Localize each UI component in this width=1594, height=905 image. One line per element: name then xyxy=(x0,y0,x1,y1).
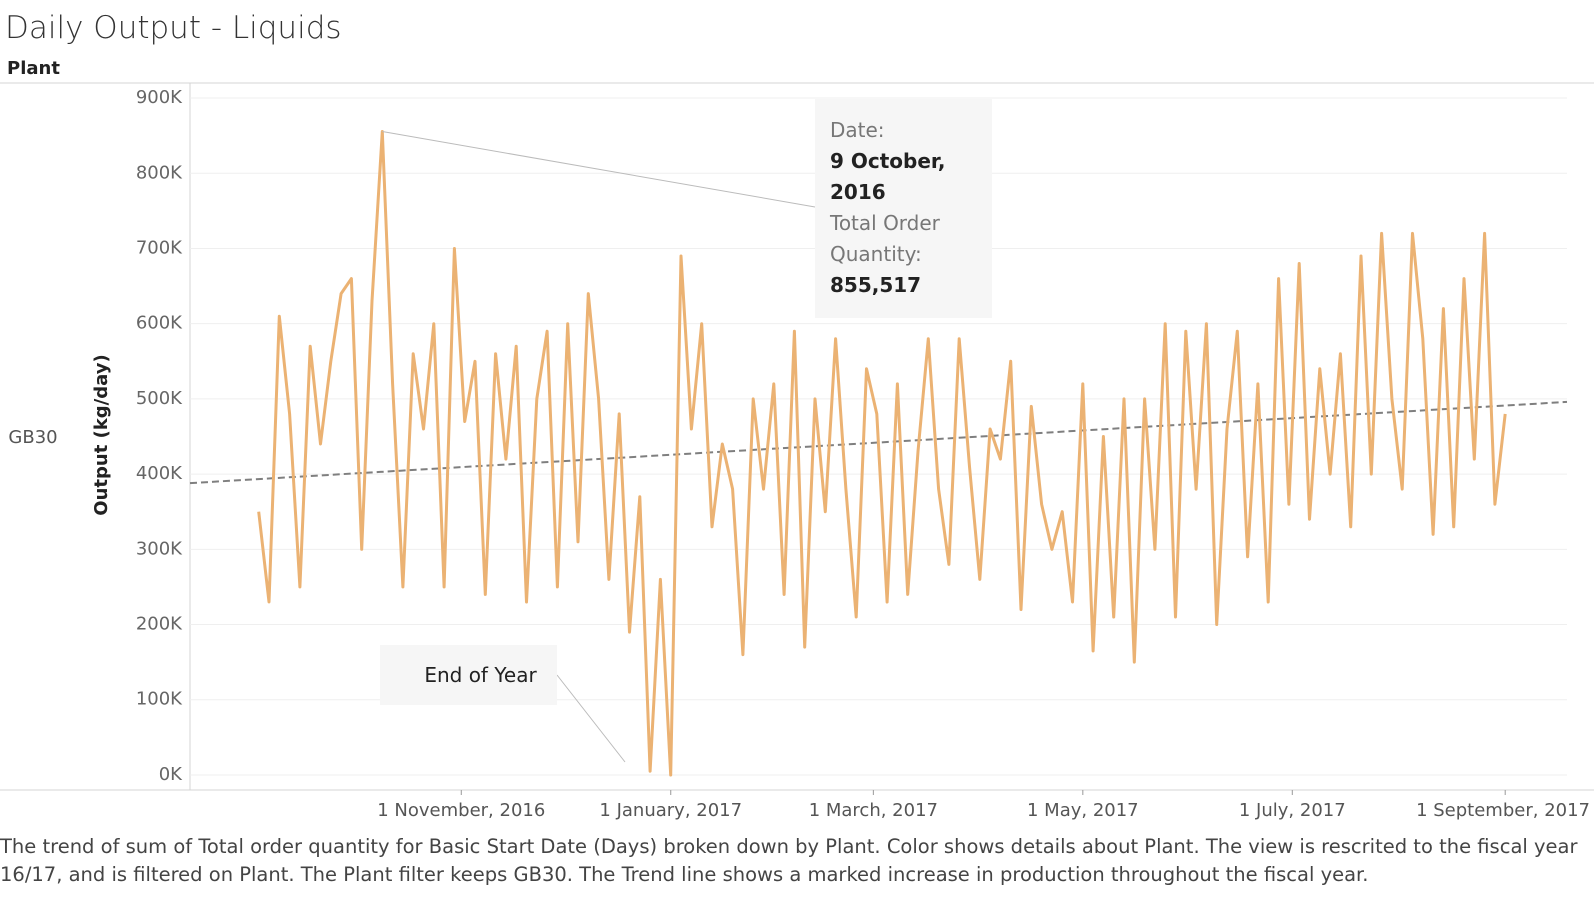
annotation-text: End of Year xyxy=(424,663,537,687)
x-tick-label: 1 March, 2017 xyxy=(809,800,938,821)
annotation-connector xyxy=(382,131,816,208)
x-tick-label: 1 January, 2017 xyxy=(599,800,742,821)
title: Daily Output - Liquids xyxy=(5,10,342,46)
column-header: Plant xyxy=(7,58,60,79)
trend-line xyxy=(189,400,1568,485)
annotation-text: Total Order Quantity: xyxy=(830,211,940,266)
y-tick-label: 800K xyxy=(136,162,183,183)
y-axis-title: Output (kg/day) xyxy=(91,354,112,515)
y-tick-label: 900K xyxy=(136,87,183,108)
annotation-connector xyxy=(556,674,626,763)
y-tick-label: 200K xyxy=(136,614,183,635)
x-tick-label: 1 July, 2017 xyxy=(1239,800,1346,821)
annotation-text: 855,517 xyxy=(830,273,922,297)
x-tick-label: 1 September, 2017 xyxy=(1416,800,1590,821)
y-tick-label: 700K xyxy=(136,237,183,258)
row-label: GB30 xyxy=(8,427,57,448)
y-tick-label: 100K xyxy=(136,689,183,710)
annotation-text: Date: xyxy=(830,118,885,142)
caption: The trend of sum of Total order quantity… xyxy=(0,835,1578,886)
x-tick-label: 1 May, 2017 xyxy=(1027,800,1139,821)
x-tick-label: 1 November, 2016 xyxy=(377,800,545,821)
data-line xyxy=(257,130,1507,777)
y-tick-label: 0K xyxy=(159,764,183,785)
end-of-year-annotation: End of Year xyxy=(380,645,557,705)
y-tick-label: 500K xyxy=(136,388,183,409)
y-tick-label: 300K xyxy=(136,538,183,559)
annotation-text: 9 October, 2016 xyxy=(830,149,946,204)
y-tick-label: 400K xyxy=(136,463,183,484)
y-tick-label: 600K xyxy=(136,313,183,334)
tooltip-annotation: Date: 9 October, 2016 Total Order Quanti… xyxy=(815,99,992,318)
